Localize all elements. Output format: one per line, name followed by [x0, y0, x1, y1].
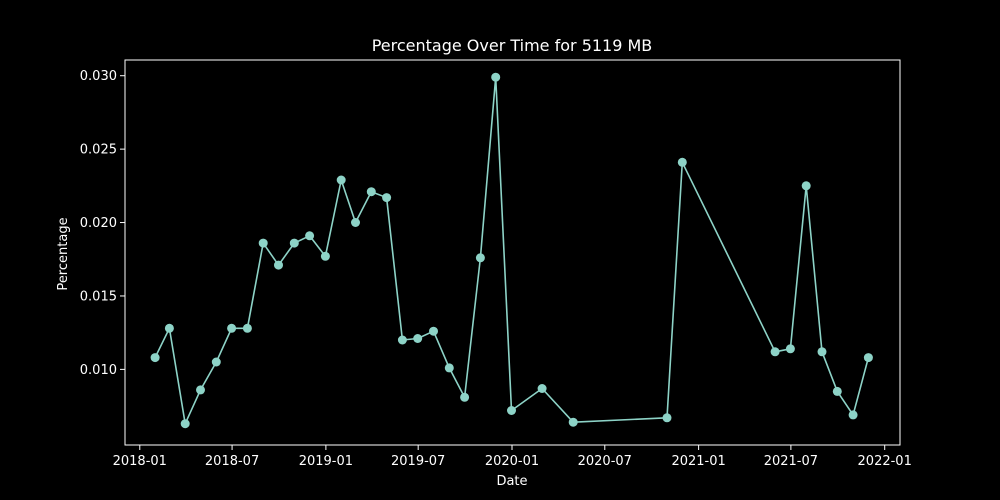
y-tick-label: 0.010	[80, 363, 117, 378]
x-tick-label: 2018-01	[113, 454, 167, 469]
data-point	[460, 392, 470, 402]
data-point	[382, 193, 392, 203]
data-point	[180, 419, 190, 429]
data-point	[274, 260, 283, 270]
x-tick-label: 2019-01	[299, 454, 353, 469]
data-point	[817, 347, 827, 357]
x-axis-ticks: 2018-01 2018-07 2019-01 2019-07 2020-01 2020-…	[113, 445, 912, 469]
y-tick-label: 0.015	[80, 289, 117, 304]
series-layer	[150, 72, 873, 429]
data-point	[507, 406, 516, 415]
x-tick-label: 2021-07	[764, 454, 818, 469]
data-point	[351, 218, 360, 227]
data-point	[336, 175, 346, 185]
x-tick-label: 2020-07	[578, 454, 632, 469]
y-axis-title: Percentage	[56, 217, 71, 290]
data-point	[475, 253, 485, 263]
data-point	[801, 181, 811, 191]
data-point	[320, 251, 330, 261]
data-point	[196, 385, 205, 395]
data-point	[677, 157, 687, 167]
data-point	[491, 72, 501, 82]
data-point	[863, 353, 873, 363]
plot-frame	[124, 59, 901, 446]
y-tick-label: 0.025	[80, 143, 117, 158]
data-point	[397, 335, 407, 345]
data-point	[289, 238, 299, 248]
chart-title: Percentage Over Time for 5119 MB	[372, 36, 653, 55]
data-point	[770, 347, 780, 357]
y-tick-label: 0.030	[80, 69, 117, 84]
x-tick-label: 2019-07	[391, 454, 445, 469]
data-point	[848, 410, 858, 420]
data-point	[164, 323, 174, 333]
data-point	[444, 363, 454, 373]
data-point	[568, 417, 578, 427]
x-tick-label: 2018-07	[205, 454, 259, 469]
data-point	[366, 187, 376, 197]
data-point	[413, 334, 423, 343]
data-point	[662, 413, 672, 423]
data-point	[429, 326, 438, 336]
data-point	[785, 344, 795, 354]
data-point	[227, 323, 237, 333]
x-tick-label: 2020-01	[485, 454, 539, 469]
data-point	[832, 386, 842, 396]
x-axis-title: Date	[496, 474, 527, 489]
x-tick-label: 2022-01	[858, 454, 912, 469]
data-point	[150, 353, 160, 363]
data-point	[537, 384, 547, 393]
data-point	[211, 357, 221, 367]
data-point	[258, 238, 268, 248]
y-axis-ticks: 0.010 0.015 0.020 0.025 0.030	[80, 69, 125, 378]
x-tick-label: 2021-01	[671, 454, 725, 469]
data-point	[305, 231, 315, 241]
data-point	[242, 323, 252, 333]
y-tick-label: 0.020	[80, 216, 117, 231]
plot-background	[125, 60, 900, 445]
